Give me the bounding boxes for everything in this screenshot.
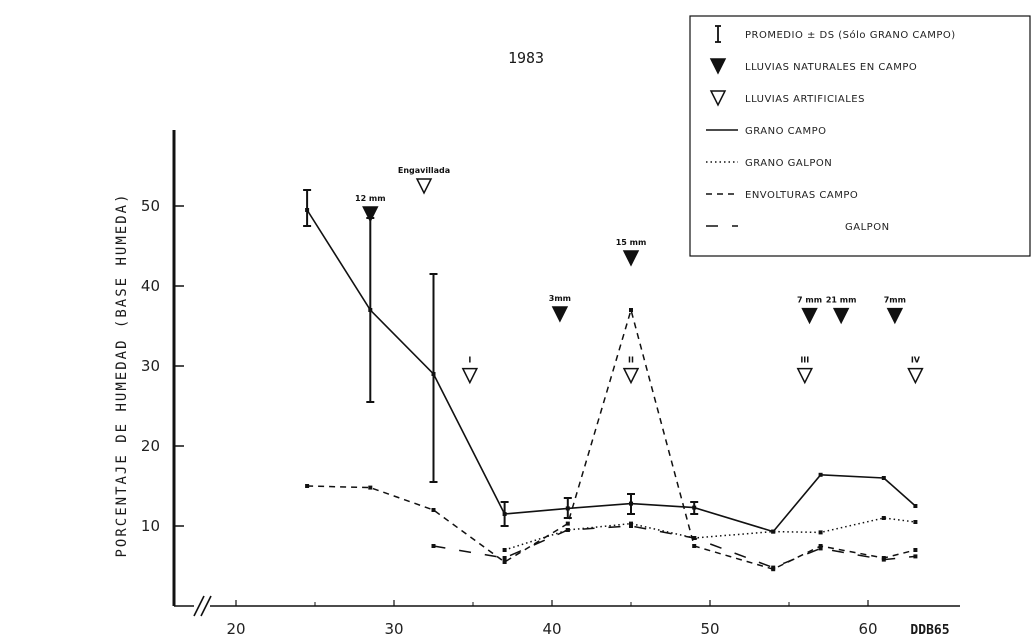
rain-label: 3mm [549, 294, 571, 303]
x-ticks: 20 30 40 50 60 [226, 600, 878, 638]
data-point [565, 528, 570, 532]
legend-label: GRANO CAMPO [745, 126, 827, 137]
data-point [881, 476, 886, 480]
rain-label: II [628, 356, 634, 365]
natural-rain-marker [886, 307, 904, 325]
y-tick-label: 10 [141, 517, 160, 535]
data-point [431, 508, 436, 512]
data-point [818, 530, 823, 535]
natural-rain-marker [622, 250, 640, 267]
data-point [692, 544, 697, 548]
rain-label: 21 mm [826, 296, 857, 305]
data-point [368, 485, 373, 490]
axis-break-mark [193, 595, 205, 617]
chart-title: 1983 [508, 49, 544, 67]
legend-label: ENVOLTURAS CAMPO [745, 190, 858, 201]
y-tick-label: 20 [141, 437, 160, 455]
legend: PROMEDIO ± DS (Sólo GRANO CAMPO) LLUVIAS … [689, 15, 1031, 257]
data-point [913, 554, 918, 559]
rain-label: I [468, 356, 471, 365]
data-point [629, 524, 633, 528]
data-point [771, 529, 776, 534]
data-point [629, 521, 633, 526]
data-point [818, 472, 823, 477]
x-tick-label: 30 [384, 620, 403, 638]
rain-label: 7mm [884, 296, 906, 305]
data-point [818, 544, 823, 548]
data-point [881, 516, 886, 520]
rain-label: 7 mm [797, 296, 822, 305]
axis-break-mark [200, 595, 212, 617]
rain-label: IV [911, 356, 921, 365]
data-point [913, 520, 918, 524]
series-line [307, 307, 916, 571]
artificial-rain-marker [622, 367, 640, 385]
data-point [913, 548, 918, 552]
legend-open-triangle-icon [709, 90, 727, 107]
data-point [368, 308, 373, 312]
legend-filled-triangle-icon [709, 58, 727, 75]
artificial-rain-marker [461, 367, 479, 385]
y-axis-label: PORCENTAJE DE HUMEDAD (BASE HUMEDA) [114, 192, 130, 557]
data-point [881, 557, 886, 562]
x-tick-label: 20 [226, 620, 245, 638]
legend-label: GALPON [845, 222, 890, 233]
legend-label: LLUVIAS NATURALES EN CAMPO [745, 62, 917, 73]
x-axis-label: DDB65 [910, 623, 949, 638]
artificial-rain-marker [907, 367, 924, 385]
legend-label: PROMEDIO ± DS (Sólo GRANO CAMPO) [745, 29, 956, 41]
natural-rain-marker [801, 307, 818, 325]
series-lines [305, 208, 918, 572]
data-point [502, 560, 507, 564]
data-point [629, 308, 633, 312]
series-line [504, 517, 916, 551]
natural-rain-marker [551, 306, 569, 323]
data-point [692, 505, 697, 510]
rain-label: 15 mm [616, 238, 647, 247]
x-tick-label: 60 [858, 620, 877, 638]
legend-label: GRANO GALPON [745, 158, 832, 169]
legend-box [689, 15, 1031, 257]
data-point [502, 548, 507, 552]
data-point [771, 565, 776, 570]
rain-label: III [800, 356, 809, 365]
artificial-rain-marker [415, 178, 433, 195]
data-point [565, 521, 570, 526]
y-tick-label: 30 [141, 357, 160, 375]
data-point [818, 546, 823, 551]
rain-label: Engavillada [398, 166, 450, 175]
data-point [913, 504, 918, 508]
y-tick-label: 40 [141, 277, 160, 295]
data-point [692, 536, 697, 540]
data-point [502, 556, 507, 560]
data-point [305, 484, 310, 488]
legend-label: LLUVIAS ARTIFICIALES [745, 94, 865, 105]
data-point [305, 208, 310, 212]
data-point [629, 501, 633, 506]
data-point [565, 506, 570, 511]
x-tick-label: 40 [542, 620, 561, 638]
rain-label: 12 mm [355, 194, 386, 203]
data-point [502, 512, 507, 516]
natural-rain-marker [832, 307, 850, 325]
data-point [431, 372, 436, 376]
artificial-rain-marker [796, 367, 814, 385]
y-ticks: 10 20 30 40 50 [141, 197, 184, 535]
x-tick-label: 50 [700, 620, 719, 638]
data-point [431, 544, 436, 548]
y-tick-label: 50 [141, 197, 160, 215]
natural-rain-marker [362, 206, 379, 223]
series-line [306, 209, 916, 533]
